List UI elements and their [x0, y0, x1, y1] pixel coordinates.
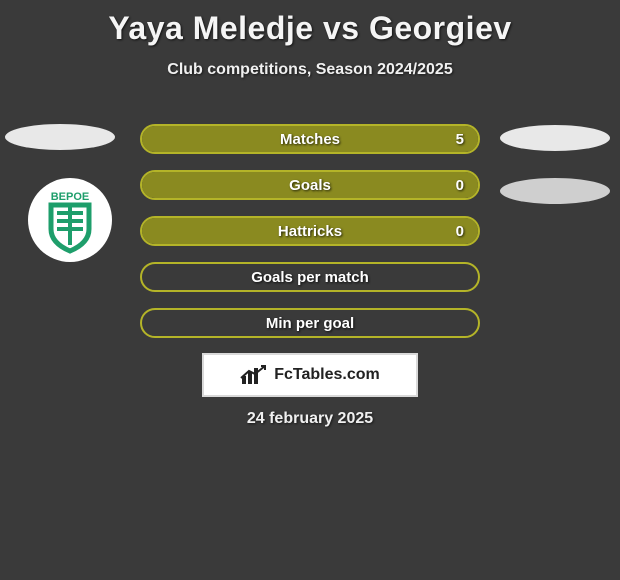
stat-bar-value: 0: [456, 223, 464, 240]
club-logo-text: BEPOE: [51, 191, 90, 203]
stat-bar: Goals 0: [140, 170, 480, 200]
page-subtitle: Club competitions, Season 2024/2025: [0, 61, 620, 79]
player-left-avatar-placeholder: [5, 124, 115, 150]
stat-bar-label: Goals per match: [251, 269, 369, 286]
branding-box: FcTables.com: [202, 353, 418, 397]
stat-bar-value: 5: [456, 131, 464, 148]
stat-bar-label: Hattricks: [278, 223, 342, 240]
bar-chart-icon: [240, 364, 268, 386]
stat-bar: Min per goal: [140, 308, 480, 338]
club-shield-icon: BEPOE: [35, 185, 105, 255]
stats-bar-list: Matches 5 Goals 0 Hattricks 0 Goals per …: [140, 124, 480, 354]
player-right-club-placeholder: [500, 178, 610, 204]
stat-bar: Matches 5: [140, 124, 480, 154]
stat-bar-label: Goals: [289, 177, 331, 194]
page-title: Yaya Meledje vs Georgiev: [0, 0, 620, 47]
player-right-avatar-placeholder: [500, 125, 610, 151]
stat-bar: Goals per match: [140, 262, 480, 292]
player-left-club-logo: BEPOE: [28, 178, 112, 262]
stat-bar-label: Min per goal: [266, 315, 354, 332]
footer-date: 24 february 2025: [0, 410, 620, 428]
stat-bar-label: Matches: [280, 131, 340, 148]
branding-text: FcTables.com: [274, 366, 380, 384]
stat-bar: Hattricks 0: [140, 216, 480, 246]
stat-bar-value: 0: [456, 177, 464, 194]
